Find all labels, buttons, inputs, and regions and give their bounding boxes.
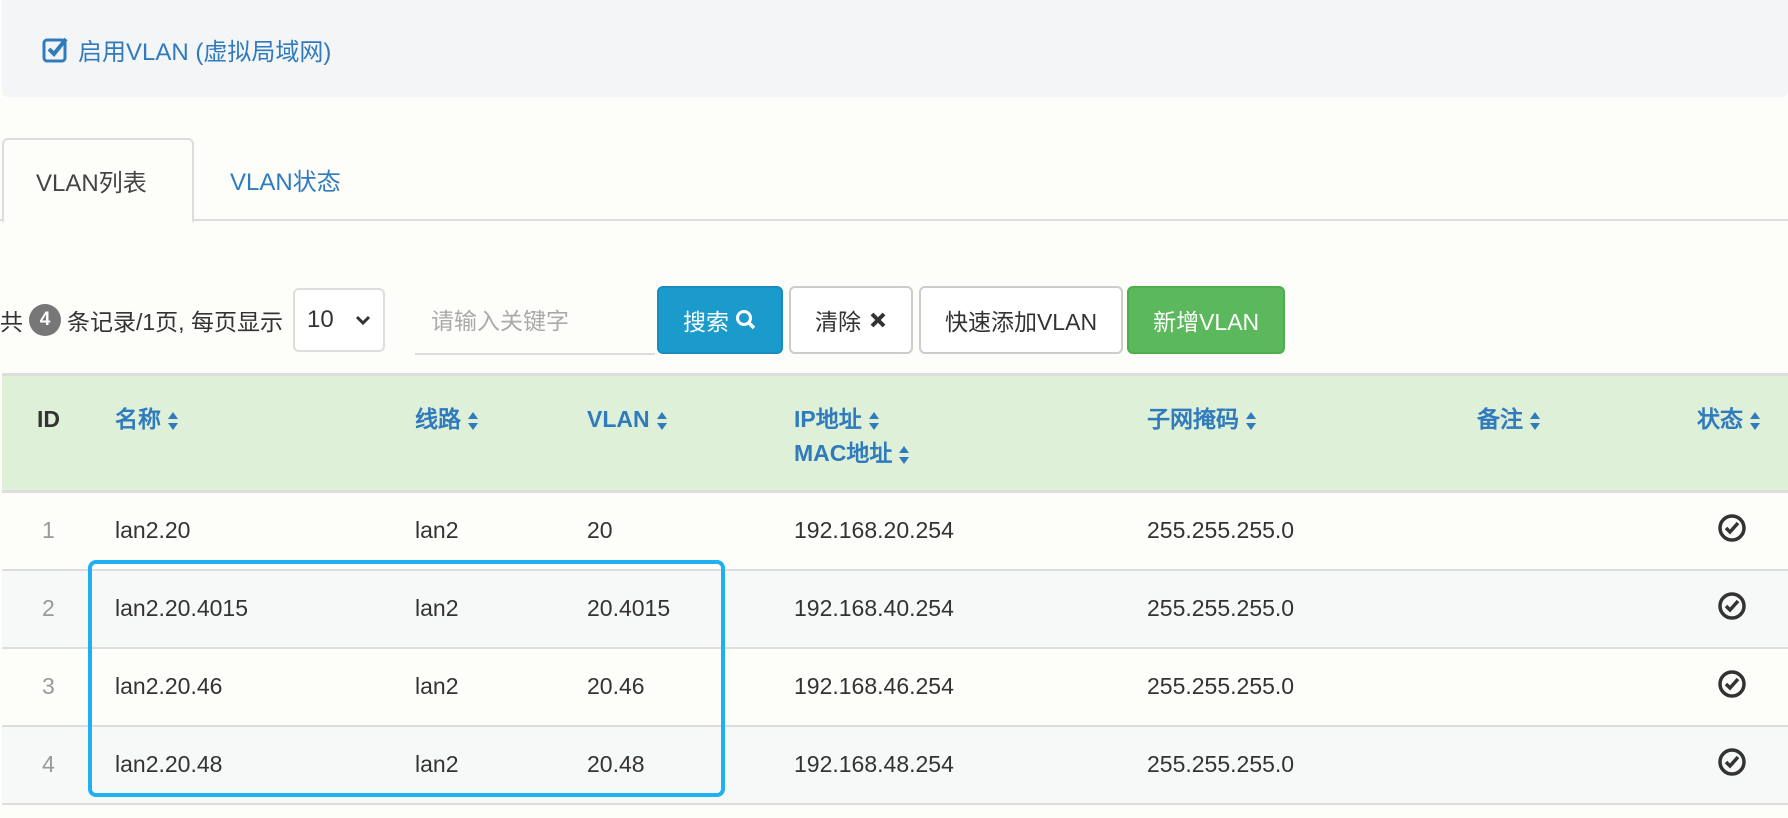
cell-id: 1 — [42, 517, 55, 544]
chevron-down-icon — [355, 315, 371, 326]
cell-note — [1477, 726, 1677, 804]
cell-id: 3 — [42, 673, 55, 699]
tab-bar: VLAN列表 VLAN状态 — [0, 138, 1788, 223]
check-circle-icon[interactable] — [1717, 747, 1747, 777]
cell-note — [1477, 570, 1677, 648]
checkbox-checked-icon — [42, 37, 68, 62]
records-suffix: 条记录/1页, 每页显示 — [67, 309, 283, 335]
cell-vlan: 20.4015 — [587, 595, 671, 621]
col-note[interactable]: 备注 — [1477, 373, 1677, 493]
sort-icon — [1750, 411, 1760, 430]
col-mac: MAC地址 — [794, 440, 893, 466]
cell-status[interactable] — [1677, 726, 1788, 804]
page-size-value: 10 — [306, 306, 334, 333]
cell-mask: 255.255.255.0 — [1147, 517, 1295, 544]
cell-line: lan2 — [415, 595, 459, 621]
table-row: 1 lan2.20 lan2 20 192.168.20.254 255.255… — [2, 492, 1788, 570]
cell-name: lan2.20.46 — [115, 673, 223, 699]
tab-vlan-list[interactable]: VLAN列表 — [2, 138, 194, 223]
sort-icon — [868, 411, 879, 430]
records-prefix: 共 — [0, 309, 23, 335]
vlan-settings-panel: 启用VLAN (虚拟局域网) — [2, 0, 1788, 97]
cell-note — [1477, 492, 1677, 570]
search-icon — [735, 310, 756, 330]
quick-add-vlan-button[interactable]: 快速添加VLAN — [918, 286, 1124, 354]
col-id: ID — [2, 373, 115, 493]
check-circle-icon[interactable] — [1717, 591, 1747, 621]
cell-ip: 192.168.48.254 — [794, 751, 954, 777]
close-icon — [870, 312, 886, 328]
cell-vlan: 20.46 — [587, 673, 645, 699]
vlan-table: ID 名称 线路 VLAN IP地址 MAC地址 子网掩码 备注 状态 1 lan… — [2, 373, 1788, 805]
cell-status[interactable] — [1677, 570, 1788, 648]
cell-id: 4 — [42, 751, 55, 777]
check-circle-icon[interactable] — [1717, 513, 1747, 543]
cell-note — [1477, 648, 1677, 726]
col-status[interactable]: 状态 — [1677, 373, 1788, 493]
cell-id: 2 — [42, 595, 55, 621]
clear-button[interactable]: 清除 — [788, 286, 913, 354]
enable-vlan-checkbox[interactable]: 启用VLAN (虚拟局域网) — [42, 32, 331, 67]
keyword-search-input[interactable]: 请输入关键字 — [414, 285, 655, 355]
check-circle-icon[interactable] — [1717, 669, 1747, 699]
cell-vlan: 20 — [587, 517, 613, 544]
table-header-row: ID 名称 线路 VLAN IP地址 MAC地址 子网掩码 备注 状态 — [2, 373, 1788, 493]
cell-line: lan2 — [415, 673, 459, 699]
sort-icon — [1530, 411, 1540, 430]
cell-name: lan2.20.48 — [115, 751, 223, 777]
sort-icon — [656, 411, 667, 430]
col-line[interactable]: 线路 — [415, 373, 587, 493]
cell-ip: 192.168.46.254 — [794, 673, 954, 699]
tab-vlan-status[interactable]: VLAN状态 — [230, 169, 341, 196]
col-ip-mac[interactable]: IP地址 MAC地址 — [794, 373, 1147, 493]
col-vlan[interactable]: VLAN — [587, 373, 794, 493]
sort-icon — [899, 445, 910, 464]
cell-mask: 255.255.255.0 — [1147, 673, 1295, 699]
record-count-badge: 4 — [29, 304, 61, 336]
cell-ip: 192.168.40.254 — [794, 595, 954, 621]
cell-mask: 255.255.255.0 — [1147, 751, 1295, 777]
table-row: 4 lan2.20.48 lan2 20.48 192.168.48.254 2… — [2, 725, 1788, 804]
cell-line: lan2 — [415, 517, 459, 544]
cell-name: lan2.20 — [115, 517, 191, 544]
clear-button-label: 清除 — [814, 309, 861, 335]
col-mask[interactable]: 子网掩码 — [1147, 373, 1477, 493]
add-vlan-button[interactable]: 新增VLAN — [1127, 286, 1286, 354]
page-size-select[interactable]: 10 — [292, 288, 385, 352]
cell-vlan: 20.48 — [587, 751, 645, 777]
cell-status[interactable] — [1677, 492, 1788, 570]
search-button[interactable]: 搜索 — [656, 286, 783, 354]
sort-icon — [168, 411, 178, 430]
cell-status[interactable] — [1677, 648, 1788, 726]
sort-icon — [468, 411, 478, 430]
cell-mask: 255.255.255.0 — [1147, 595, 1295, 621]
col-name[interactable]: 名称 — [115, 373, 415, 493]
search-button-label: 搜索 — [682, 309, 729, 335]
cell-name: lan2.20.4015 — [115, 595, 249, 621]
table-row: 2 lan2.20.4015 lan2 20.4015 192.168.40.2… — [2, 569, 1788, 648]
enable-vlan-label: 启用VLAN (虚拟局域网) — [78, 39, 332, 66]
sort-icon — [1246, 411, 1256, 430]
table-row: 3 lan2.20.46 lan2 20.46 192.168.46.254 2… — [2, 648, 1788, 726]
cell-line: lan2 — [415, 751, 459, 777]
toolbar: 共 4 条记录/1页, 每页显示 10 请输入关键字 搜索 清除 快速添加VLA… — [0, 285, 1286, 355]
cell-ip: 192.168.20.254 — [794, 517, 954, 544]
